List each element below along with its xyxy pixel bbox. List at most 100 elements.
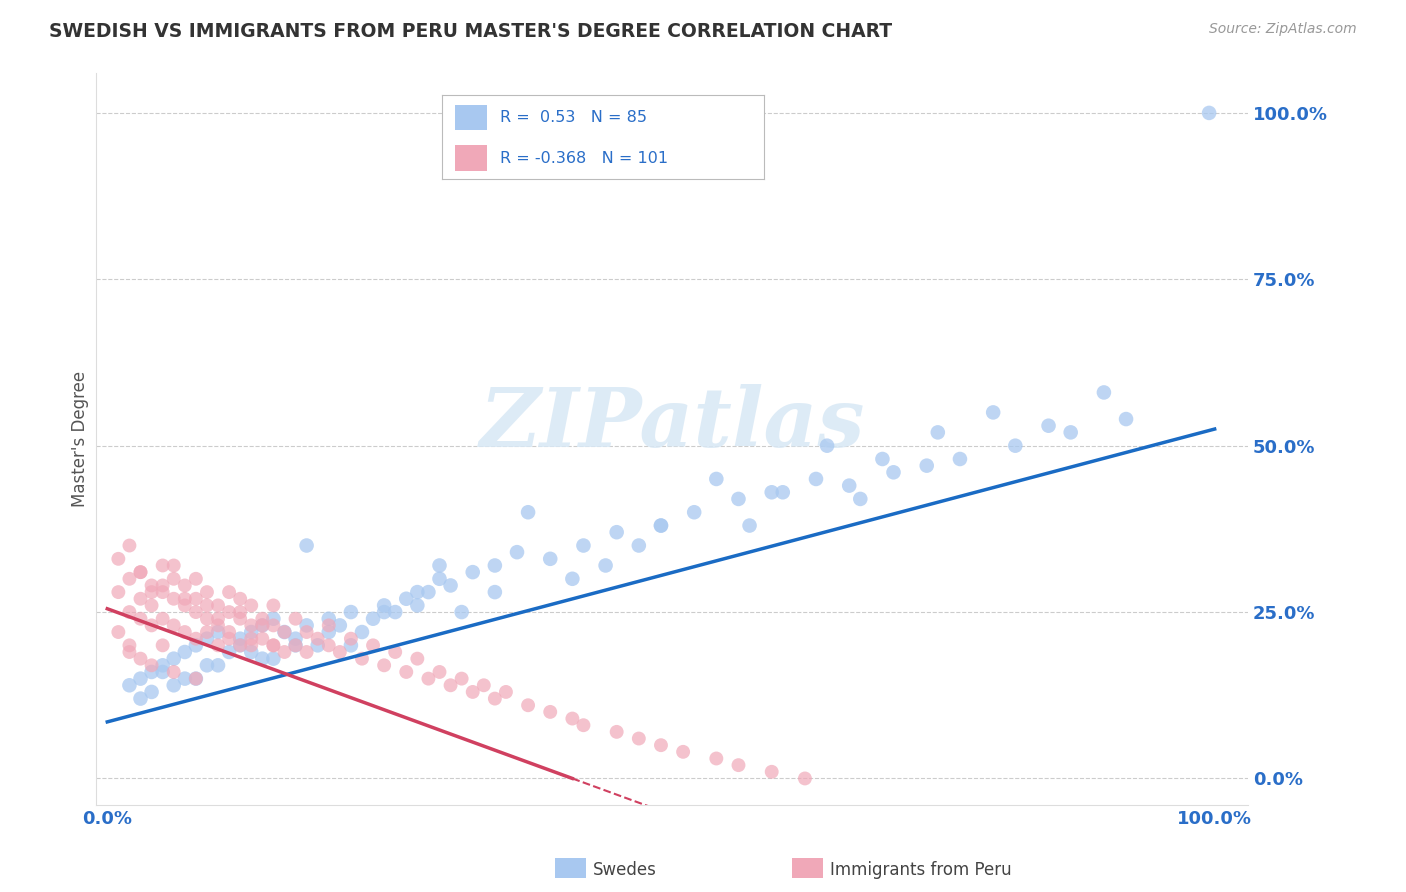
Point: [595, 558, 617, 573]
Text: ZIPatlas: ZIPatlas: [479, 384, 865, 465]
Point: [262, 638, 284, 652]
Point: [207, 625, 229, 640]
Point: [461, 565, 484, 579]
Point: [506, 545, 529, 559]
Point: [195, 632, 218, 646]
Point: [606, 724, 628, 739]
Point: [1004, 439, 1026, 453]
Point: [118, 539, 141, 553]
Point: [129, 691, 152, 706]
Point: [406, 599, 429, 613]
Point: [484, 558, 506, 573]
Point: [350, 625, 373, 640]
Point: [229, 638, 252, 652]
Point: [429, 572, 451, 586]
Point: [152, 665, 174, 679]
Point: [184, 572, 207, 586]
Point: [163, 618, 186, 632]
Point: [218, 625, 240, 640]
Point: [218, 645, 240, 659]
Point: [627, 539, 650, 553]
Point: [461, 685, 484, 699]
Point: [815, 439, 838, 453]
Point: [981, 405, 1004, 419]
Point: [761, 764, 783, 779]
Point: [727, 491, 749, 506]
Point: [163, 665, 186, 679]
Point: [229, 638, 252, 652]
Point: [373, 599, 395, 613]
Point: [240, 632, 263, 646]
Point: [240, 599, 263, 613]
Point: [838, 478, 860, 492]
Point: [195, 599, 218, 613]
Point: [949, 452, 972, 467]
Point: [295, 625, 318, 640]
Point: [340, 632, 363, 646]
Point: [152, 585, 174, 599]
Point: [229, 612, 252, 626]
Point: [141, 685, 163, 699]
Point: [295, 539, 318, 553]
Point: [163, 572, 186, 586]
Point: [295, 618, 318, 632]
Point: [373, 658, 395, 673]
Point: [141, 578, 163, 592]
Point: [1038, 418, 1060, 433]
Point: [804, 472, 827, 486]
Point: [152, 612, 174, 626]
Point: [252, 618, 274, 632]
Point: [152, 638, 174, 652]
Point: [184, 605, 207, 619]
Point: [350, 651, 373, 665]
Point: [184, 638, 207, 652]
Point: [329, 618, 352, 632]
Point: [606, 525, 628, 540]
Point: [118, 638, 141, 652]
Point: [273, 645, 295, 659]
Point: [561, 712, 583, 726]
Point: [262, 618, 284, 632]
Point: [273, 625, 295, 640]
Point: [207, 612, 229, 626]
Point: [650, 518, 672, 533]
Point: [307, 632, 329, 646]
Point: [627, 731, 650, 746]
Point: [561, 572, 583, 586]
Point: [141, 665, 163, 679]
Point: [329, 645, 352, 659]
Point: [240, 625, 263, 640]
Point: [163, 558, 186, 573]
Point: [152, 658, 174, 673]
Point: [1198, 106, 1220, 120]
Point: [484, 585, 506, 599]
Point: [163, 678, 186, 692]
Point: [650, 518, 672, 533]
Point: [495, 685, 517, 699]
Point: [152, 558, 174, 573]
Point: [262, 651, 284, 665]
Text: Swedes: Swedes: [593, 861, 657, 879]
Point: [184, 632, 207, 646]
Point: [129, 565, 152, 579]
Point: [229, 591, 252, 606]
Point: [484, 691, 506, 706]
Point: [318, 638, 340, 652]
Point: [284, 632, 307, 646]
Point: [384, 605, 406, 619]
Point: [1115, 412, 1137, 426]
Point: [793, 772, 815, 786]
Point: [152, 578, 174, 592]
Point: [129, 672, 152, 686]
Point: [184, 672, 207, 686]
Point: [882, 465, 904, 479]
Point: [163, 591, 186, 606]
Point: [284, 638, 307, 652]
Point: [195, 612, 218, 626]
Point: [141, 585, 163, 599]
Point: [284, 612, 307, 626]
Point: [107, 585, 129, 599]
Point: [761, 485, 783, 500]
Point: [395, 665, 418, 679]
Point: [672, 745, 695, 759]
